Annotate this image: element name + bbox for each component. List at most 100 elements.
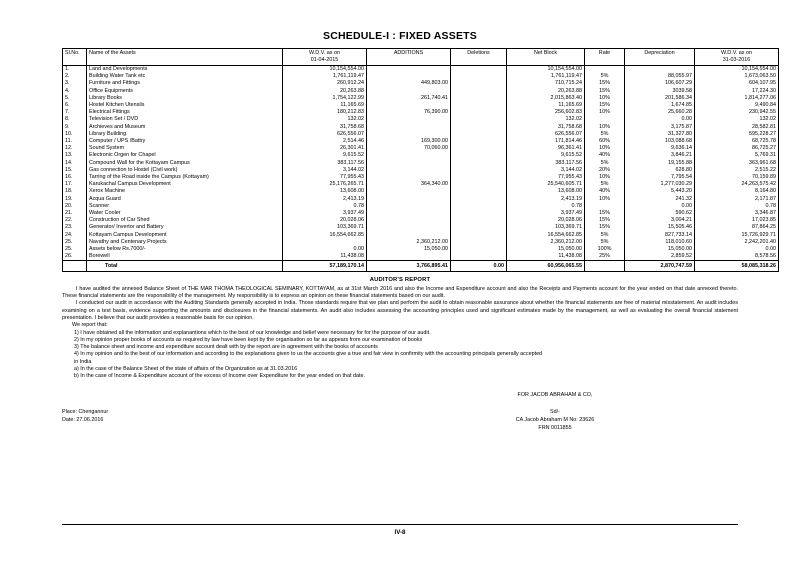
cell-depreciation: 827,733.14 <box>624 231 695 239</box>
cell-slno: 2. <box>62 73 87 81</box>
table-row: 24. Kottayam Campus Development 16,554,662… <box>62 231 779 239</box>
cell-wdv-close: 2,171.87 <box>694 195 779 203</box>
table-row: 7. Electrical Fittings 180,212.83 76,390.00… <box>62 109 779 117</box>
cell-slno: 18. <box>62 188 87 196</box>
cell-rate: 10% <box>584 123 625 131</box>
table-row: 4. Office Equipments 20,263.88 20,263.88 15%… <box>62 87 779 95</box>
cell-wdv-close: 363,961.68 <box>694 159 779 167</box>
total-wdv-open: 57,189,170.14 <box>282 260 367 273</box>
cell-deletions <box>450 73 507 81</box>
cell-deletions <box>450 123 507 131</box>
cell-asset-name: Kottayam Campus Development <box>86 231 283 239</box>
cell-rate: 5% <box>584 238 625 247</box>
report-points-list: 1) I have obtained all the information a… <box>62 330 738 366</box>
cell-net-block: 2,015,863.40 <box>506 94 585 103</box>
cell-deletions <box>450 65 507 74</box>
report-we-report-line: We report that: <box>72 322 108 329</box>
cell-additions <box>366 87 451 95</box>
fixed-assets-table: Sl.No. Name of the Assets W.D.V. as on 0… <box>62 48 779 273</box>
cell-asset-name: Computer / UPS /Battry <box>86 138 283 146</box>
cell-net-block: 0.78 <box>506 202 585 211</box>
cell-additions <box>366 217 451 225</box>
cell-net-block: 25,540,605.71 <box>506 181 585 189</box>
cell-deletions <box>450 195 507 203</box>
cell-wdv-close: 0.78 <box>694 202 779 211</box>
auditor-name-membership: CA Jacob Abraham M No: 23626 <box>515 416 595 423</box>
footer-divider <box>62 524 738 525</box>
cell-depreciation: 201,586.34 <box>624 94 695 103</box>
cell-deletions <box>450 188 507 196</box>
report-point-4: 4) In my opinion and to the best of our … <box>74 351 543 358</box>
cell-wdv-open: 9,615.52 <box>282 152 367 160</box>
cell-additions <box>366 188 451 196</box>
cell-slno: 12. <box>62 145 87 153</box>
cell-depreciation: 3039.58 <box>624 87 695 95</box>
cell-asset-name: Navathy and Centenary Projects <box>86 238 283 247</box>
col-header-wdv-close-date: 31-03-2016 <box>722 57 751 63</box>
cell-slno: 15. <box>62 166 87 175</box>
cell-rate: 15% <box>584 224 625 232</box>
cell-asset-name: Archieves and Museum <box>86 123 283 131</box>
table-row: 9. Archieves and Museum 31,758.68 31,758.68… <box>62 123 779 131</box>
signature-block: FOR JACOB ABRAHAM & CO, Sd/- CA Jacob Ab… <box>0 391 800 447</box>
cell-slno: 1. <box>62 65 87 74</box>
cell-net-block: 31,758.68 <box>506 123 585 131</box>
cell-slno: 19. <box>62 195 87 203</box>
cell-wdv-close: 17,023.85 <box>694 217 779 225</box>
cell-asset-name: Electrical Fittings <box>86 109 283 117</box>
cell-wdv-close: 0.00 <box>694 246 779 254</box>
cell-additions: 169,300.00 <box>366 138 451 146</box>
cell-rate: 5% <box>584 73 625 81</box>
table-body: 1. Land and Developments 10,154,554.00 10,1… <box>62 65 779 261</box>
cell-asset-name: Construction of Car Shed <box>86 217 283 225</box>
table-row: 26. Borewell 11,438.08 11,438.08 25% 2,859.52… <box>62 253 779 261</box>
cell-additions: 261,740.41 <box>366 94 451 103</box>
cell-wdv-open: 1,761,119.47 <box>282 73 367 81</box>
cell-wdv-open: 13,608.00 <box>282 188 367 196</box>
cell-slno: 21. <box>62 210 87 218</box>
cell-rate: 10% <box>584 195 625 203</box>
table-row: 15. Gas connection to Hostel (Civil work)… <box>62 166 779 175</box>
cell-depreciation: 103,088.68 <box>624 138 695 146</box>
cell-additions <box>366 65 451 74</box>
cell-additions: 15,050.00 <box>366 246 451 254</box>
cell-net-block: 10,154,554.00 <box>506 65 585 74</box>
cell-asset-name: Library Books <box>86 94 283 103</box>
cell-asset-name: Land and Developments <box>86 65 283 74</box>
table-row: 10. Library Building 626,556.07 626,556.07 5… <box>62 130 779 139</box>
cell-additions <box>366 73 451 81</box>
cell-slno: 14. <box>62 159 87 167</box>
cell-additions: 449,803.00 <box>366 80 451 88</box>
table-row: 1. Land and Developments 10,154,554.00 10,1… <box>62 65 779 74</box>
cell-net-block: 3,937.49 <box>506 210 585 218</box>
cell-deletions <box>450 181 507 189</box>
cell-rate: 10% <box>584 174 625 182</box>
table-row: 22. Construction of Car Shed 20,028.06 20,0… <box>62 217 779 225</box>
cell-depreciation <box>624 65 695 74</box>
cell-depreciation: 118,010.60 <box>624 238 695 247</box>
cell-wdv-close: 8,164.80 <box>694 188 779 196</box>
cell-net-block: 11,438.08 <box>506 253 585 261</box>
cell-wdv-open: 0.00 <box>282 246 367 254</box>
cell-depreciation: 3,175.87 <box>624 123 695 131</box>
col-header-deletions: Deletions <box>450 48 507 66</box>
cell-net-block: 1,761,119.47 <box>506 73 585 81</box>
total-depreciation: 2,870,747.59 <box>624 260 695 273</box>
cell-slno: 20. <box>62 202 87 211</box>
cell-wdv-close: 604,107.95 <box>694 80 779 88</box>
cell-wdv-close: 17,224.30 <box>694 87 779 95</box>
cell-asset-name: Gas connection to Hostel (Civil work) <box>86 166 283 175</box>
cell-depreciation: 31,327.80 <box>624 130 695 139</box>
cell-net-block: 171,814.46 <box>506 138 585 146</box>
cell-depreciation: 3,846.21 <box>624 152 695 160</box>
cell-asset-name: Building Water Tank etc <box>86 73 283 81</box>
cell-slno: 9. <box>62 123 87 131</box>
table-row: 23. Generator/ Invertor and Battery 103,36… <box>62 224 779 232</box>
cell-slno: 4. <box>62 87 87 95</box>
auditors-report-section: AUDITOR'S REPORT I have audited the anne… <box>0 272 800 380</box>
col-header-wdv-close: W.D.V. as on 31-03-2016 <box>694 48 779 66</box>
table-row: 21. Water Cooler 3,937.49 3,937.49 15% 590.62… <box>62 210 779 218</box>
cell-wdv-open: 11,438.08 <box>282 253 367 261</box>
cell-slno: 23. <box>62 224 87 232</box>
cell-asset-name: Karukachal Campus Development <box>86 181 283 189</box>
